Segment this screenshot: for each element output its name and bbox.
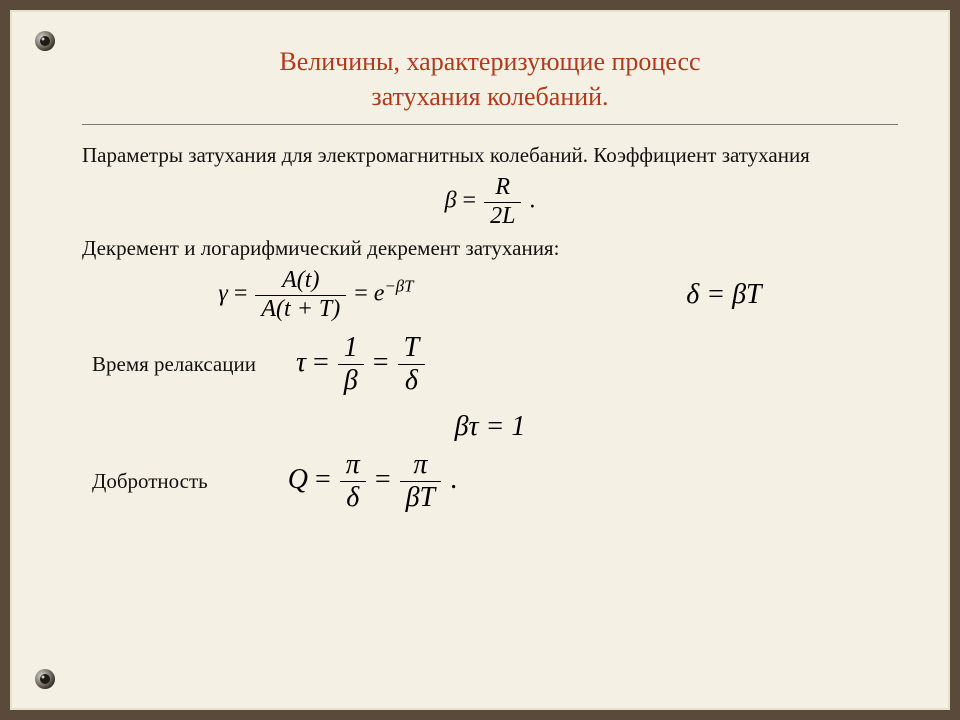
equation-gamma: γ = A(t) A(t + T) = e−βT (218, 267, 413, 323)
eq-beta-lhs: β (445, 188, 457, 214)
eq-gamma-num: A(t) (255, 267, 346, 296)
eq-q-lhs: Q (288, 464, 308, 495)
title-line-1: Величины, характеризующие процесс (279, 47, 700, 76)
equation-beta-tau: βτ = 1 (82, 411, 898, 443)
eq-tau-f2-den: δ (398, 365, 426, 397)
eq-q-f1-den: δ (340, 482, 366, 514)
equation-tau: τ = 1 β = T δ (296, 332, 427, 397)
equation-delta: δ = βT (686, 279, 761, 311)
binding-pin-top-icon (34, 30, 56, 52)
q-label: Добротность (92, 469, 208, 494)
relax-label: Время релаксации (92, 352, 256, 377)
eq-gamma-lhs: γ (218, 281, 227, 307)
eq-beta-trail: . (529, 188, 535, 214)
eq-q-trail: . (450, 464, 457, 495)
decrement-paragraph: Декремент и логарифмический декремент за… (82, 236, 898, 261)
title-line-2: затухания колебаний. (371, 82, 608, 111)
equation-q: Q = π δ = π βT . (288, 449, 457, 514)
eq-tau-f1-num: 1 (338, 332, 364, 365)
slide-frame-outer: Величины, характеризующие процесс затуха… (0, 0, 960, 720)
eq-gamma-den: A(t + T) (255, 296, 346, 324)
eq-tau-f1-den: β (338, 365, 364, 397)
eq-q-f1-num: π (340, 449, 366, 482)
intro-paragraph: Параметры затухания для электромагнитных… (82, 143, 898, 168)
slide-frame-inner: Величины, характеризующие процесс затуха… (10, 10, 950, 710)
eq-q-f2-den: βT (400, 482, 442, 514)
eq-beta-den: 2L (484, 203, 521, 231)
eq-q-f2-num: π (400, 449, 442, 482)
eq-beta-num: R (484, 174, 521, 203)
title-underline (82, 124, 898, 125)
eq-tau-lhs: τ (296, 347, 306, 378)
eq-tau-f2-num: T (398, 332, 426, 365)
q-row: Добротность Q = π δ = π βT . (82, 449, 898, 514)
equation-beta: β = R 2L . (82, 174, 898, 230)
slide-title: Величины, характеризующие процесс затуха… (164, 44, 817, 114)
eq-gamma-base: e (374, 281, 385, 307)
relaxation-row: Время релаксации τ = 1 β = T δ (82, 332, 898, 397)
decrement-equation-row: γ = A(t) A(t + T) = e−βT δ = βT (82, 267, 898, 323)
eq-gamma-exp: −βT (384, 277, 413, 296)
binding-pin-bottom-icon (34, 668, 56, 690)
